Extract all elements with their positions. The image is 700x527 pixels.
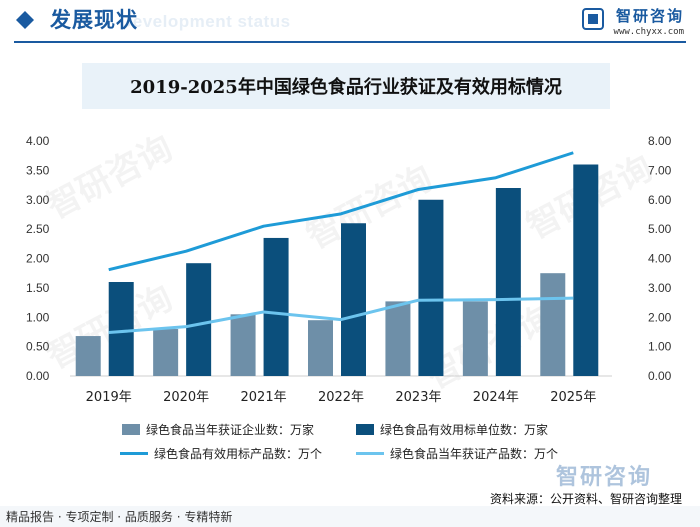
legend-label: 绿色食品当年获证产品数：万个	[390, 447, 559, 461]
y-left-tick-label: 1.00	[26, 310, 50, 324]
legend-item-line-1: 绿色食品有效用标产品数：万个	[120, 445, 322, 462]
bar-2	[418, 199, 444, 376]
source-note: 资料来源：公开资料、智研咨询整理	[489, 492, 682, 506]
legend-label: 绿色食品有效用标单位数：万家	[380, 423, 549, 437]
x-tick-label: 2021年	[241, 390, 287, 405]
bar-2	[341, 223, 366, 376]
x-tick-label: 2020年	[163, 390, 209, 405]
header-divider	[14, 41, 686, 43]
bar-1	[153, 329, 179, 376]
section-title: 发展现状	[50, 8, 138, 32]
legend-item-bar-1: 绿色食品当年获证企业数：万家	[122, 421, 314, 438]
y-right-tick-label: 6.00	[648, 193, 672, 207]
legend-swatch	[122, 424, 140, 435]
y-right-tick-label: 8.00	[648, 134, 672, 148]
y-right-tick-label: 5.00	[648, 222, 672, 236]
y-left-tick-label: 1.50	[26, 281, 50, 295]
y-left-tick-label: 2.00	[26, 252, 50, 266]
y-right-tick-label: 7.00	[648, 163, 672, 177]
chart-title: 2019-2025年中国绿色食品行业获证及有效用标情况	[130, 77, 562, 98]
y-left-tick-label: 3.00	[26, 193, 50, 207]
legend-swatch	[120, 452, 148, 455]
footer-brand-watermark: 智研咨询	[556, 465, 653, 490]
y-left-tick-label: 2.50	[26, 222, 50, 236]
legend-item-bar-2: 绿色食品有效用标单位数：万家	[356, 421, 548, 438]
bar-1	[462, 301, 488, 376]
bar-2	[573, 164, 599, 376]
x-tick-label: 2023年	[395, 390, 441, 405]
footer-bar	[0, 506, 700, 527]
chart-title-band	[82, 63, 610, 109]
y-left-tick-label: 0.50	[26, 340, 50, 354]
bar-2	[263, 237, 289, 376]
bar-1	[75, 336, 101, 376]
legend-item-line-2: 绿色食品当年获证产品数：万个	[356, 445, 558, 462]
y-right-tick-label: 0.00	[648, 369, 672, 383]
y-left-tick-label: 4.00	[26, 134, 50, 148]
bar-1	[540, 273, 566, 376]
y-left-tick-label: 3.50	[26, 163, 50, 177]
legend-swatch	[356, 424, 374, 435]
y-left-tick-label: 0.00	[26, 369, 50, 383]
bar-1	[230, 314, 256, 376]
legend-label: 绿色食品有效用标产品数：万个	[154, 447, 323, 461]
legend-swatch	[356, 452, 384, 455]
bar-2	[186, 263, 212, 376]
x-tick-label: 2025年	[550, 390, 596, 405]
header-bar: Development status 发展现状 智研咨询 www.chyxx.c…	[0, 0, 700, 44]
brand-url: www.chyxx.com	[613, 27, 684, 37]
bar-2	[108, 282, 134, 376]
bar-1	[308, 320, 333, 376]
x-tick-label: 2024年	[473, 390, 519, 405]
legend-label: 绿色食品当年获证企业数：万家	[146, 423, 315, 437]
y-right-tick-label: 3.00	[648, 281, 672, 295]
y-right-tick-label: 1.00	[648, 340, 672, 354]
bar-2	[495, 188, 521, 376]
y-right-tick-label: 2.00	[648, 310, 672, 324]
brand-logo-icon	[582, 8, 604, 30]
footer-tagline: 精品报告 · 专项定制 · 品质服务 · 专精特新	[6, 510, 233, 524]
y-right-tick-label: 4.00	[648, 252, 672, 266]
brand-name: 智研咨询	[615, 7, 684, 25]
bar-1	[385, 301, 411, 376]
header-subtitle-watermark: Development status	[120, 12, 291, 31]
x-tick-label: 2019年	[86, 390, 132, 405]
x-tick-label: 2022年	[318, 390, 364, 405]
diamond-icon	[16, 11, 34, 29]
brand: 智研咨询 www.chyxx.com	[614, 5, 684, 37]
